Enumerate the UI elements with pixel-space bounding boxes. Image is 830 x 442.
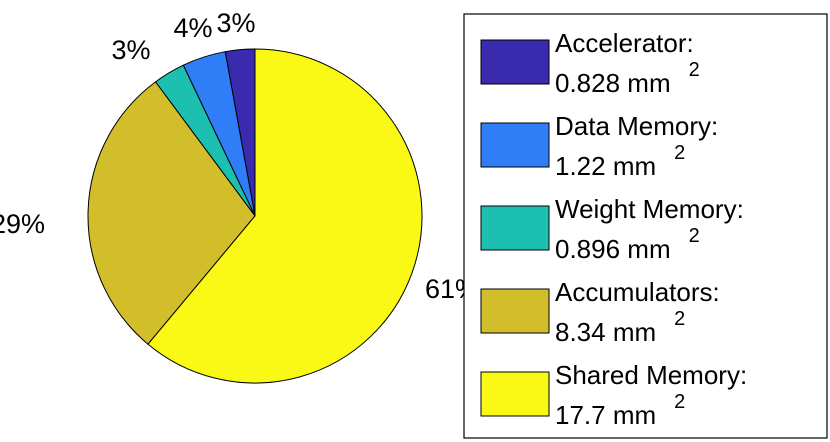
legend-item-weight-memory: Weight Memory: 0.896 mm 2 [480, 194, 744, 264]
legend-item-accumulators: Accumulators: 8.34 mm 2 [480, 277, 720, 347]
legend-swatch [480, 122, 550, 168]
percent-label-accelerator: 3% [216, 8, 255, 38]
percent-labels: 3%4%3%29%61% [0, 8, 479, 304]
legend-value: 0.828 mm [555, 68, 671, 98]
legend-item-accelerator: Accelerator: 0.828 mm 2 [480, 28, 700, 98]
legend-unit-exponent: 2 [674, 142, 685, 164]
legend-value: 1.22 mm [555, 151, 656, 181]
pie-slices [87, 48, 423, 384]
legend-value: 8.34 mm [555, 317, 656, 347]
legend-label: Accelerator: [555, 28, 694, 58]
legend-value: 17.7 mm [555, 400, 656, 430]
legend-unit-exponent: 2 [674, 391, 685, 413]
legend-unit-exponent: 2 [689, 59, 700, 81]
legend-unit-exponent: 2 [689, 225, 700, 247]
legend-swatch [480, 39, 550, 85]
percent-label-weight-memory: 3% [111, 35, 150, 65]
legend-swatch [480, 205, 550, 251]
percent-label-accumulators: 29% [0, 209, 45, 239]
legend-label: Weight Memory: [555, 194, 744, 224]
legend-unit-exponent: 2 [674, 308, 685, 330]
percent-label-data-memory: 4% [173, 13, 212, 43]
legend-value: 0.896 mm [555, 234, 671, 264]
legend-swatch [480, 288, 550, 334]
pie-slice-shared-memory [147, 48, 423, 384]
legend-swatch [480, 371, 550, 417]
legend-item-data-memory: Data Memory: 1.22 mm 2 [480, 111, 718, 181]
pie-slice-accumulators [87, 81, 256, 345]
legend-label: Shared Memory: [555, 360, 747, 390]
legend-label: Data Memory: [555, 111, 718, 141]
legend-label: Accumulators: [555, 277, 720, 307]
legend-item-shared-memory: Shared Memory: 17.7 mm 2 [480, 360, 747, 430]
